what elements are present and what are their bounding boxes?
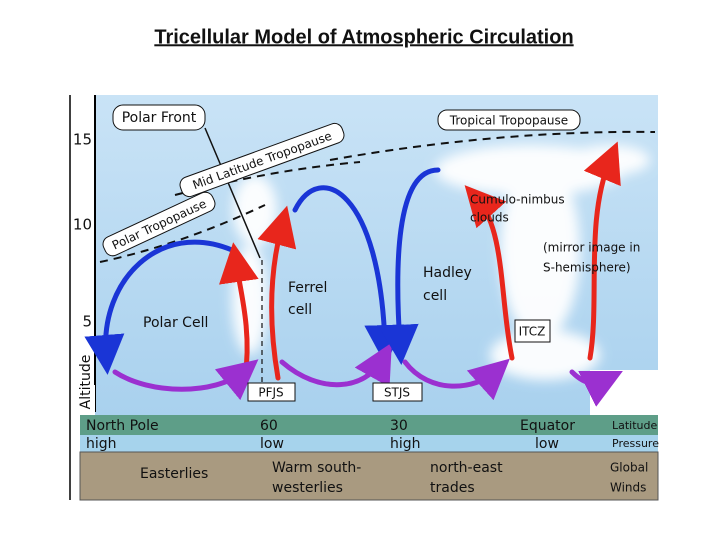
latitude-label: 60 [260, 418, 278, 434]
winds-label: Global [610, 461, 648, 475]
tropical-tropopause: Tropical Tropopause [449, 114, 568, 128]
winds-label: north-east [430, 460, 503, 476]
mirror-label: (mirror image in [543, 241, 640, 255]
arrows [84, 141, 623, 407]
winds-label: trades [430, 480, 475, 496]
polar-front: Polar Front [122, 110, 197, 126]
box [247, 382, 296, 402]
latitude-label: North Pole [86, 418, 159, 434]
winds-label: Warm south- [272, 460, 361, 476]
winds-label: Winds [610, 481, 646, 495]
altitude-ticks: 15 10 5 [73, 131, 92, 331]
pressure-label: high [86, 436, 117, 452]
winds-band [79, 451, 659, 501]
hadley-cell: cell [423, 288, 447, 304]
label-bg [78, 385, 95, 413]
clouds-label: Cumulo-nimbus [470, 193, 565, 207]
title: Tricellular Model of Atmospheric Circula… [154, 26, 573, 48]
sky-gap [590, 370, 658, 415]
mirror-label: S-hemisphere) [543, 261, 631, 275]
pressure-label: Pressure [612, 437, 659, 450]
rows: North Pole 60 30 Equator Latitude high low high… [86, 418, 659, 496]
box [514, 319, 551, 343]
pointer-line [204, 127, 261, 259]
axis-label: Altitude [78, 355, 94, 410]
hadley-cell: Hadley [423, 265, 472, 281]
latitude-label: Latitude [612, 419, 658, 432]
latitude-band [80, 415, 658, 435]
pressure-label: low [260, 436, 284, 452]
box [372, 382, 423, 402]
tick-label: 5 [82, 313, 92, 331]
winds-label: westerlies [272, 480, 343, 496]
stjs: STJS [384, 386, 410, 400]
pressure-label: low [535, 436, 559, 452]
box [437, 109, 581, 131]
clouds-label: clouds [470, 211, 509, 225]
itcz: ITCZ [519, 325, 546, 339]
tick-label: 10 [73, 216, 92, 234]
winds-label: Easterlies [140, 466, 208, 482]
pressure-label: high [390, 436, 421, 452]
pfjs: PFJS [258, 386, 283, 400]
box [112, 104, 206, 131]
ferrel-cell: cell [288, 302, 312, 318]
tick-label: 15 [73, 131, 92, 149]
tropopause-lines [99, 130, 656, 263]
pressure-band [80, 435, 658, 452]
polar-cell: Polar Cell [143, 315, 208, 331]
ferrel-cell: Ferrel [288, 280, 327, 296]
latitude-label: Equator [520, 418, 575, 434]
box [179, 122, 345, 198]
latitude-label: 30 [390, 418, 408, 434]
box [102, 191, 216, 257]
